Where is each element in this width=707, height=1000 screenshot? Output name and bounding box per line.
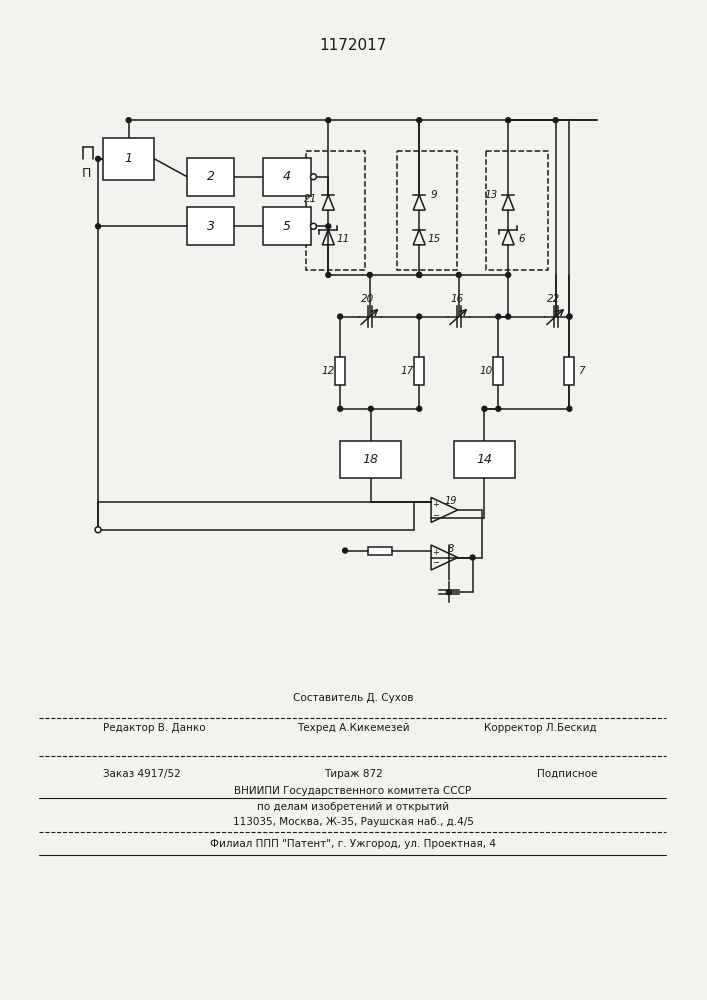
Bar xyxy=(335,357,345,385)
Bar xyxy=(493,357,503,385)
Bar xyxy=(397,151,457,270)
Circle shape xyxy=(567,314,572,319)
Text: по делам изобретений и открытий: по делам изобретений и открытий xyxy=(257,802,449,812)
Circle shape xyxy=(416,314,421,319)
Circle shape xyxy=(310,174,317,180)
Bar xyxy=(103,138,154,180)
Text: 1172017: 1172017 xyxy=(320,38,387,53)
Bar xyxy=(486,151,548,270)
Text: −: − xyxy=(433,511,440,520)
Text: 14: 14 xyxy=(477,453,493,466)
Text: 4: 4 xyxy=(283,170,291,183)
Text: 21: 21 xyxy=(304,194,317,204)
Text: 15: 15 xyxy=(428,234,440,244)
Bar xyxy=(454,440,515,478)
Circle shape xyxy=(127,118,132,123)
Text: −: − xyxy=(433,558,440,567)
Circle shape xyxy=(343,548,348,553)
Text: 12: 12 xyxy=(322,366,335,376)
Text: 19: 19 xyxy=(445,496,457,506)
Circle shape xyxy=(95,527,101,533)
Text: ВНИИПИ Государственного комитета СССР: ВНИИПИ Государственного комитета СССР xyxy=(235,786,472,796)
Bar xyxy=(368,547,392,555)
Circle shape xyxy=(506,272,510,277)
Circle shape xyxy=(416,118,421,123)
Text: 6: 6 xyxy=(519,234,525,244)
Text: 113035, Москва, Ж-35, Раушская наб., д.4/5: 113035, Москва, Ж-35, Раушская наб., д.4… xyxy=(233,817,474,827)
Circle shape xyxy=(456,272,461,277)
Circle shape xyxy=(506,118,510,123)
Circle shape xyxy=(567,314,572,319)
Text: 11: 11 xyxy=(337,234,350,244)
Text: Техред А.Кикемезей: Техред А.Кикемезей xyxy=(297,723,409,733)
Text: 17: 17 xyxy=(401,366,414,376)
Text: 2: 2 xyxy=(206,170,215,183)
Circle shape xyxy=(416,406,421,411)
Text: +: + xyxy=(433,548,440,557)
Circle shape xyxy=(416,272,421,277)
Circle shape xyxy=(553,118,558,123)
Bar xyxy=(305,151,365,270)
Circle shape xyxy=(310,223,317,229)
Bar xyxy=(263,207,310,245)
Circle shape xyxy=(506,314,510,319)
Circle shape xyxy=(482,406,487,411)
Bar xyxy=(263,158,310,196)
Text: 20: 20 xyxy=(361,294,375,304)
Circle shape xyxy=(470,555,475,560)
Bar xyxy=(187,207,235,245)
Circle shape xyxy=(95,156,100,161)
Text: 22: 22 xyxy=(547,294,560,304)
Text: 10: 10 xyxy=(480,366,493,376)
Text: Редактор В. Данко: Редактор В. Данко xyxy=(103,723,206,733)
Text: 18: 18 xyxy=(363,453,379,466)
Text: Подписное: Подписное xyxy=(537,769,597,779)
Text: 13: 13 xyxy=(485,190,498,200)
Circle shape xyxy=(368,272,373,277)
Text: 5: 5 xyxy=(283,220,291,233)
Bar xyxy=(414,357,424,385)
Circle shape xyxy=(326,224,331,229)
Circle shape xyxy=(326,118,331,123)
Text: 9: 9 xyxy=(431,190,438,200)
Bar xyxy=(187,158,235,196)
Text: Составитель Д. Сухов: Составитель Д. Сухов xyxy=(293,693,414,703)
Text: 16: 16 xyxy=(450,294,463,304)
Bar xyxy=(564,357,574,385)
Circle shape xyxy=(95,224,100,229)
Circle shape xyxy=(567,406,572,411)
Text: Тираж 872: Тираж 872 xyxy=(324,769,382,779)
Circle shape xyxy=(326,272,331,277)
Text: +: + xyxy=(433,500,440,509)
Text: Корректор Л.Бескид: Корректор Л.Бескид xyxy=(484,723,597,733)
Circle shape xyxy=(416,272,421,277)
Circle shape xyxy=(496,406,501,411)
Circle shape xyxy=(496,314,501,319)
Text: 7: 7 xyxy=(578,366,585,376)
Circle shape xyxy=(338,406,343,411)
Bar xyxy=(340,440,402,478)
Circle shape xyxy=(368,406,373,411)
Text: Заказ 4917/52: Заказ 4917/52 xyxy=(103,769,181,779)
Circle shape xyxy=(446,590,451,595)
Text: П: П xyxy=(81,167,91,180)
Text: 1: 1 xyxy=(124,152,133,165)
Text: 3: 3 xyxy=(206,220,215,233)
Text: Филиал ППП "Патент", г. Ужгород, ул. Проектная, 4: Филиал ППП "Патент", г. Ужгород, ул. Про… xyxy=(210,839,496,849)
Circle shape xyxy=(338,314,343,319)
Text: 8: 8 xyxy=(448,544,454,554)
